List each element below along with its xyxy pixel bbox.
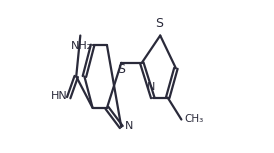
Text: N: N (147, 82, 156, 92)
Text: NH₂: NH₂ (70, 41, 92, 51)
Text: S: S (155, 17, 163, 30)
Text: S: S (117, 63, 125, 76)
Text: CH₃: CH₃ (184, 114, 203, 124)
Text: HN: HN (51, 91, 67, 101)
Text: N: N (125, 121, 133, 131)
